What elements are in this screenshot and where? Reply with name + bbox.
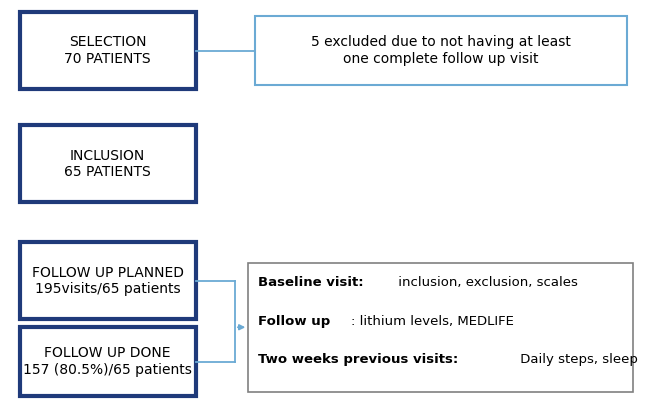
FancyBboxPatch shape — [20, 242, 196, 319]
Text: inclusion, exclusion, scales: inclusion, exclusion, scales — [394, 276, 578, 289]
Text: : lithium levels, MEDLIFE: : lithium levels, MEDLIFE — [351, 315, 514, 328]
FancyBboxPatch shape — [20, 327, 196, 396]
Text: Baseline visit:: Baseline visit: — [258, 276, 364, 289]
Text: FOLLOW UP PLANNED
195visits/65 patients: FOLLOW UP PLANNED 195visits/65 patients — [32, 266, 183, 296]
FancyBboxPatch shape — [248, 263, 633, 392]
Text: FOLLOW UP DONE
157 (80.5%)/65 patients: FOLLOW UP DONE 157 (80.5%)/65 patients — [24, 347, 192, 377]
FancyBboxPatch shape — [255, 16, 627, 85]
Text: Daily steps, sleep: Daily steps, sleep — [517, 353, 638, 366]
Text: Follow up: Follow up — [258, 315, 330, 328]
Text: 5 excluded due to not having at least
one complete follow up visit: 5 excluded due to not having at least on… — [311, 36, 571, 65]
FancyBboxPatch shape — [20, 12, 196, 89]
Text: INCLUSION
65 PATIENTS: INCLUSION 65 PATIENTS — [65, 149, 151, 179]
FancyBboxPatch shape — [20, 125, 196, 202]
Text: SELECTION
70 PATIENTS: SELECTION 70 PATIENTS — [65, 36, 151, 65]
Text: Two weeks previous visits:: Two weeks previous visits: — [258, 353, 458, 366]
